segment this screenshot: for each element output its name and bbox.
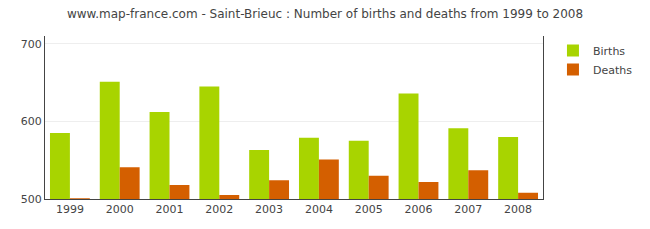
svg-text:2003: 2003 (255, 203, 283, 216)
svg-text:www.map-france.com - Saint-Bri: www.map-france.com - Saint-Brieuc : Numb… (67, 7, 583, 21)
svg-text:Births: Births (593, 45, 625, 58)
svg-text:700: 700 (21, 38, 42, 51)
svg-text:2004: 2004 (305, 203, 333, 216)
svg-text:2001: 2001 (156, 203, 184, 216)
svg-text:2005: 2005 (355, 203, 383, 216)
svg-text:600: 600 (21, 115, 42, 128)
svg-text:2002: 2002 (205, 203, 233, 216)
svg-text:2000: 2000 (106, 203, 134, 216)
svg-text:2008: 2008 (504, 203, 532, 216)
svg-text:2006: 2006 (405, 203, 433, 216)
svg-text:1999: 1999 (56, 203, 84, 216)
svg-text:2007: 2007 (454, 203, 482, 216)
svg-text:Deaths: Deaths (593, 64, 632, 77)
svg-text:500: 500 (21, 193, 42, 206)
